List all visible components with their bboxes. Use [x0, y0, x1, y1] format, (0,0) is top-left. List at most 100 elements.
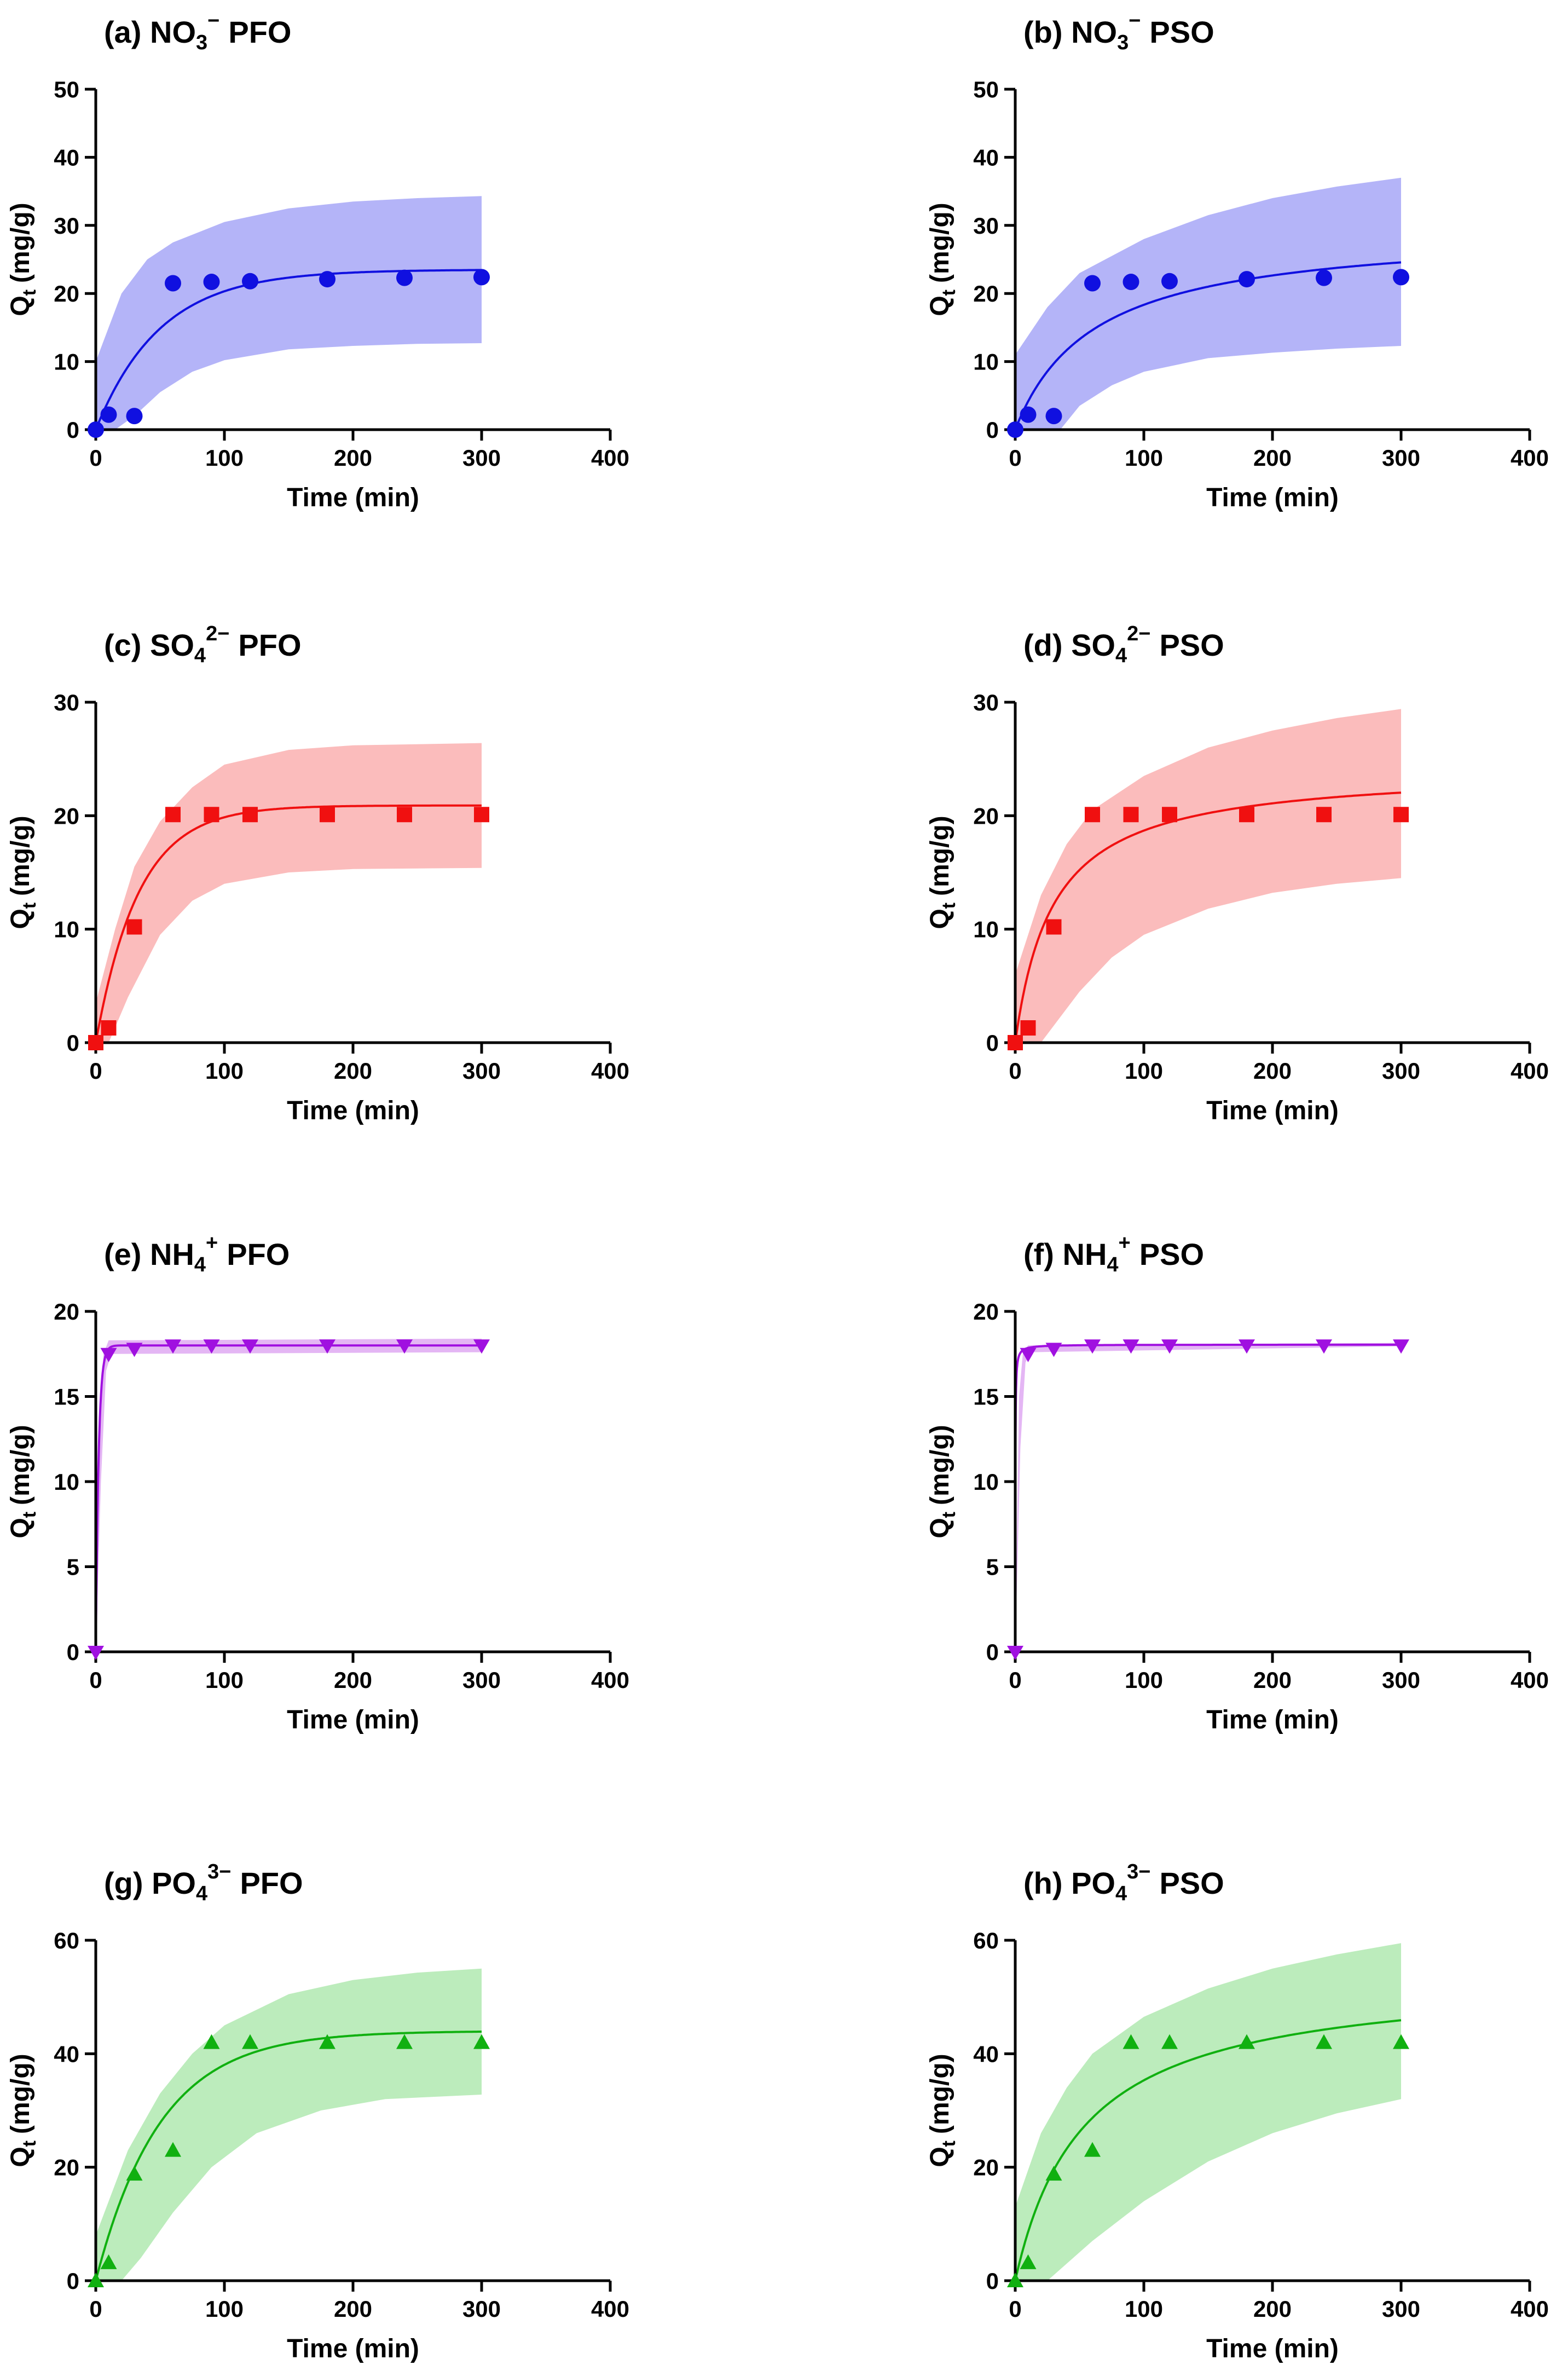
data-point: [474, 807, 489, 823]
data-point: [1393, 269, 1409, 286]
y-tick-label: 20: [973, 803, 999, 829]
y-axis-label: Qt (mg/g): [925, 203, 959, 316]
title-main: (a) NO: [104, 15, 196, 49]
y-axis-label: Qt (mg/g): [6, 2054, 40, 2167]
y-tick-label: 10: [54, 917, 79, 942]
data-point: [1316, 269, 1332, 286]
title-main: (d) SO: [1023, 628, 1115, 662]
chart-panel-f: 0 100 200 300 400 0 5 10 15 20 Time (min) Qt (mg/g) (…: [925, 1231, 1549, 1734]
data-point: [1045, 408, 1062, 425]
data-point: [1239, 1339, 1255, 1354]
data-point: [1020, 406, 1037, 423]
panel-title: (h) PO43− PSO: [1023, 1860, 1224, 1905]
x-tick-label: 0: [1009, 445, 1021, 471]
y-label-unit: (mg/g): [6, 2054, 35, 2134]
y-tick-label: 5: [986, 1554, 999, 1580]
y-tick-label: 20: [973, 2155, 999, 2181]
y-tick-label: 30: [973, 690, 999, 715]
confidence-band-h: [1015, 1943, 1401, 2281]
x-tick-label: 300: [1382, 1058, 1420, 1084]
data-point: [1316, 807, 1332, 823]
chart-panel-g: 0 100 200 300 400 0 20 40 60 Time (min) Qt (mg/g) (g…: [6, 1860, 629, 2363]
x-tick-label: 0: [89, 445, 102, 471]
title-main: (c) SO: [104, 628, 194, 662]
x-tick-label: 200: [1253, 445, 1292, 471]
title-superscript: −: [207, 9, 219, 32]
x-tick-label: 400: [1511, 1667, 1549, 1693]
y-tick-label: 5: [67, 1554, 79, 1580]
panel-title: (g) PO43− PFO: [104, 1860, 303, 1905]
title-superscript: −: [1129, 9, 1141, 32]
data-point: [1045, 2166, 1062, 2181]
title-subscript: 4: [1115, 1882, 1127, 1905]
x-tick-label: 400: [1511, 2296, 1549, 2322]
title-subscript: 3: [196, 31, 207, 54]
x-tick-label: 400: [1511, 445, 1549, 471]
fit-curve-d: [1014, 791, 1402, 1043]
x-axis-label: Time (min): [1206, 1096, 1339, 1125]
title-superscript: +: [206, 1231, 218, 1254]
data-point: [88, 1646, 104, 1660]
fit-curve-f: [1014, 1343, 1401, 1652]
y-label-symbol: Q: [6, 1518, 35, 1538]
panel-title: (e) NH4+ PFO: [104, 1231, 290, 1276]
data-point: [1084, 1339, 1101, 1354]
title-main: (g) PO: [104, 1866, 196, 1900]
data-point: [1162, 807, 1177, 823]
data-point: [1393, 1339, 1409, 1354]
data-point: [319, 271, 335, 288]
chart-panel-b: 0 100 200 300 400 0 10 20 30 40 50 Time (min) Qt (mg/…: [925, 9, 1549, 512]
y-tick-label: 0: [986, 417, 999, 443]
title-model: PSO: [1159, 1866, 1224, 1900]
x-tick-label: 100: [1125, 445, 1163, 471]
data-point: [1239, 2034, 1255, 2049]
y-tick-label: 20: [973, 281, 999, 307]
data-point: [1020, 1348, 1037, 1362]
x-tick-label: 0: [1009, 1667, 1021, 1693]
x-tick-label: 300: [462, 1058, 501, 1084]
y-tick-label: 20: [54, 281, 79, 307]
title-model: PFO: [240, 1866, 303, 1900]
data-point: [397, 807, 412, 823]
y-tick-label: 50: [54, 77, 79, 102]
title-main: (h) PO: [1023, 1866, 1115, 1900]
x-tick-label: 300: [1382, 2296, 1420, 2322]
title-superscript: +: [1119, 1231, 1131, 1254]
y-tick-label: 10: [973, 917, 999, 942]
title-main: (b) NO: [1023, 15, 1117, 49]
y-label-subscript: t: [939, 1512, 959, 1518]
data-point: [473, 2034, 490, 2049]
y-tick-label: 20: [54, 1299, 79, 1325]
y-tick-label: 30: [54, 690, 79, 715]
data-point: [126, 919, 142, 935]
data-point: [165, 1339, 181, 1354]
x-axis-label: Time (min): [1206, 2334, 1339, 2363]
confidence-band-a: [96, 196, 482, 430]
data-point: [1161, 2034, 1178, 2049]
data-point: [1393, 807, 1409, 823]
y-label-symbol: Q: [6, 2147, 35, 2167]
data-point: [242, 273, 258, 290]
x-tick-label: 200: [1253, 1667, 1292, 1693]
data-point: [101, 1020, 117, 1036]
data-point: [1007, 1646, 1023, 1660]
x-tick-label: 100: [205, 445, 244, 471]
data-point: [1007, 2272, 1023, 2287]
y-tick-label: 15: [973, 1384, 999, 1410]
title-superscript: 2−: [206, 622, 229, 645]
data-point: [473, 269, 490, 286]
panel-title: (d) SO42− PSO: [1023, 622, 1224, 667]
title-superscript: 3−: [1127, 1860, 1150, 1883]
y-label-unit: (mg/g): [6, 816, 35, 896]
data-point: [1008, 1035, 1023, 1050]
data-point: [1123, 2034, 1139, 2049]
x-tick-label: 300: [462, 445, 501, 471]
data-point: [1393, 2034, 1409, 2049]
title-model: PFO: [227, 1237, 290, 1271]
y-tick-label: 0: [67, 417, 79, 443]
x-tick-label: 400: [591, 2296, 629, 2322]
y-tick-label: 60: [973, 1928, 999, 1953]
y-tick-label: 0: [986, 2268, 999, 2294]
y-label-symbol: Q: [925, 296, 954, 316]
